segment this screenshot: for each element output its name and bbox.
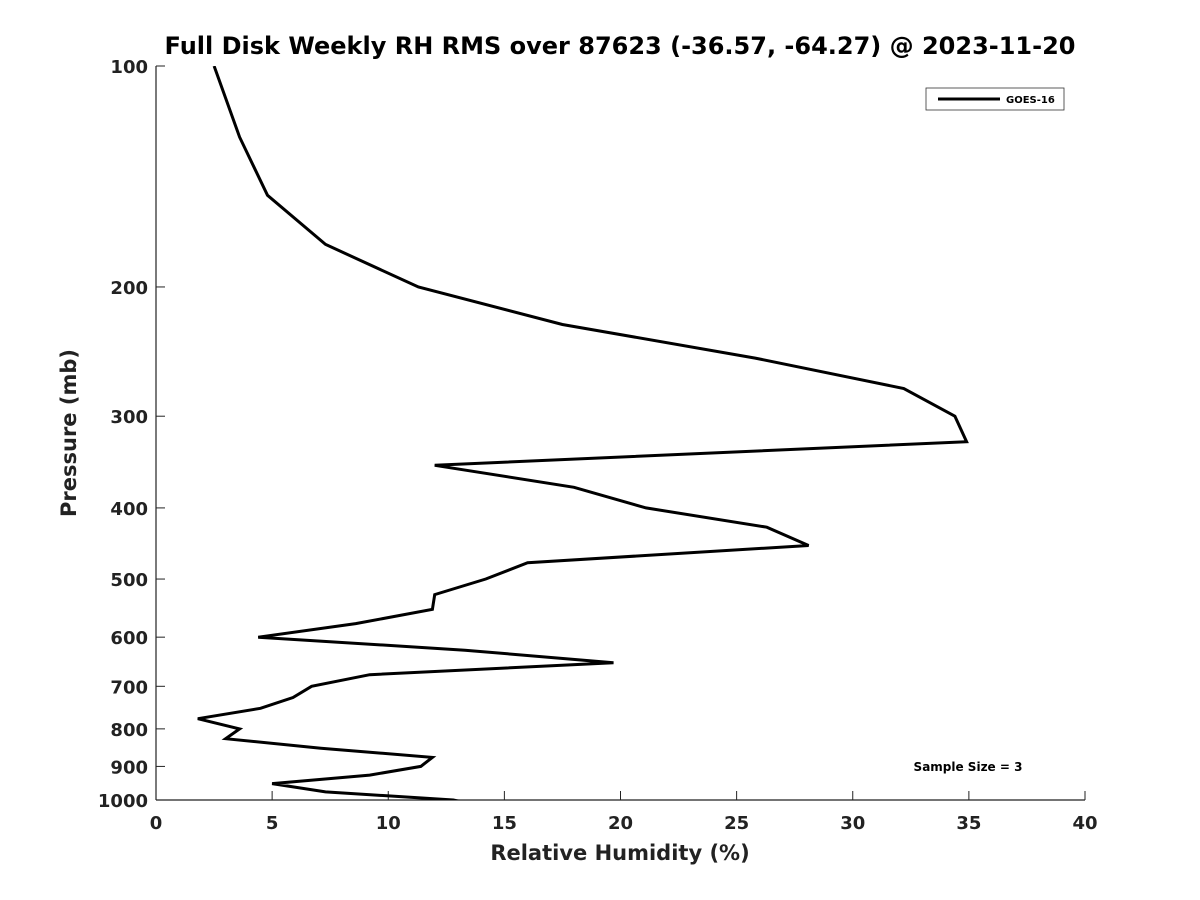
legend-label-goes-16: GOES-16 — [1006, 95, 1055, 106]
y-axis-label: Pressure (mb) — [57, 349, 81, 517]
x-tick-label: 20 — [608, 813, 633, 834]
series-layer — [197, 66, 969, 800]
y-tick-label: 800 — [110, 720, 148, 741]
x-axis-label: Relative Humidity (%) — [490, 841, 749, 865]
x-tick-label: 40 — [1072, 813, 1097, 834]
chart-title: Full Disk Weekly RH RMS over 87623 (-36.… — [165, 32, 1076, 60]
x-tick-label: 5 — [266, 813, 279, 834]
x-tick-label: 25 — [724, 813, 749, 834]
legend: GOES-16 — [925, 87, 1065, 111]
y-tick-label: 200 — [110, 278, 148, 299]
x-tick-label: 35 — [956, 813, 981, 834]
y-tick-label: 600 — [110, 628, 148, 649]
y-tick-label: 500 — [110, 570, 148, 591]
series-line-goes-16 — [197, 66, 969, 800]
x-ticks: 0 5 10 15 20 25 30 35 40 — [150, 791, 1098, 834]
x-tick-label: 15 — [492, 813, 517, 834]
y-tick-label: 700 — [110, 677, 148, 698]
y-tick-label: 1000 — [98, 791, 148, 812]
x-tick-label: 0 — [150, 813, 163, 834]
y-ticks: 100 200 300 400 500 600 700 800 900 1000 — [98, 57, 165, 812]
y-tick-label: 300 — [110, 407, 148, 428]
sample-size-note: Sample Size = 3 — [914, 760, 1023, 774]
y-tick-label: 100 — [110, 57, 148, 78]
x-tick-label: 30 — [840, 813, 865, 834]
y-tick-label: 900 — [110, 757, 148, 778]
y-tick-label: 400 — [110, 499, 148, 520]
x-tick-label: 10 — [376, 813, 401, 834]
